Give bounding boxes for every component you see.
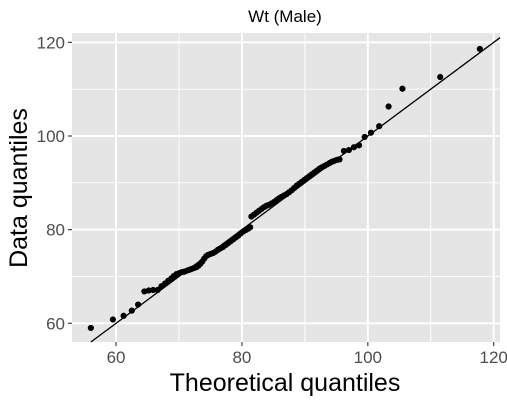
data-point [87,324,94,332]
data-point [134,301,142,308]
data-points [87,45,483,332]
data-point [376,123,383,130]
y-tick-label: 100 [37,127,65,146]
data-point [350,144,358,151]
minor-gridlines [72,33,500,342]
y-tick-label: 80 [46,221,65,240]
data-point [355,142,363,149]
y-tick-label: 120 [37,33,65,52]
data-point [154,286,161,294]
data-point [247,224,254,231]
data-point [120,312,127,319]
data-point [385,103,392,110]
data-point [437,73,444,81]
x-axis-title: Theoretical quantiles [170,369,401,397]
data-point [109,316,117,323]
x-tick-label: 60 [107,348,126,367]
data-point [340,147,348,155]
x-axis-ticks: 60 80 100 120 [107,342,507,367]
x-tick-label: 120 [480,348,507,367]
chart-title: Wt (Male) [248,7,322,26]
data-point [345,146,353,154]
plot-panel [72,33,500,342]
data-point [128,307,135,314]
data-point [399,85,406,92]
y-tick-label: 60 [46,314,65,333]
data-point [367,129,375,136]
data-point [336,156,343,163]
data-point [150,286,157,294]
data-point [361,133,368,141]
y-axis-ticks: 60 80 100 120 [37,33,72,333]
major-gridlines [72,33,500,342]
data-point [476,45,483,53]
x-tick-label: 80 [232,348,251,367]
x-tick-label: 100 [354,348,382,367]
y-axis-title: Data quantiles [5,108,33,268]
